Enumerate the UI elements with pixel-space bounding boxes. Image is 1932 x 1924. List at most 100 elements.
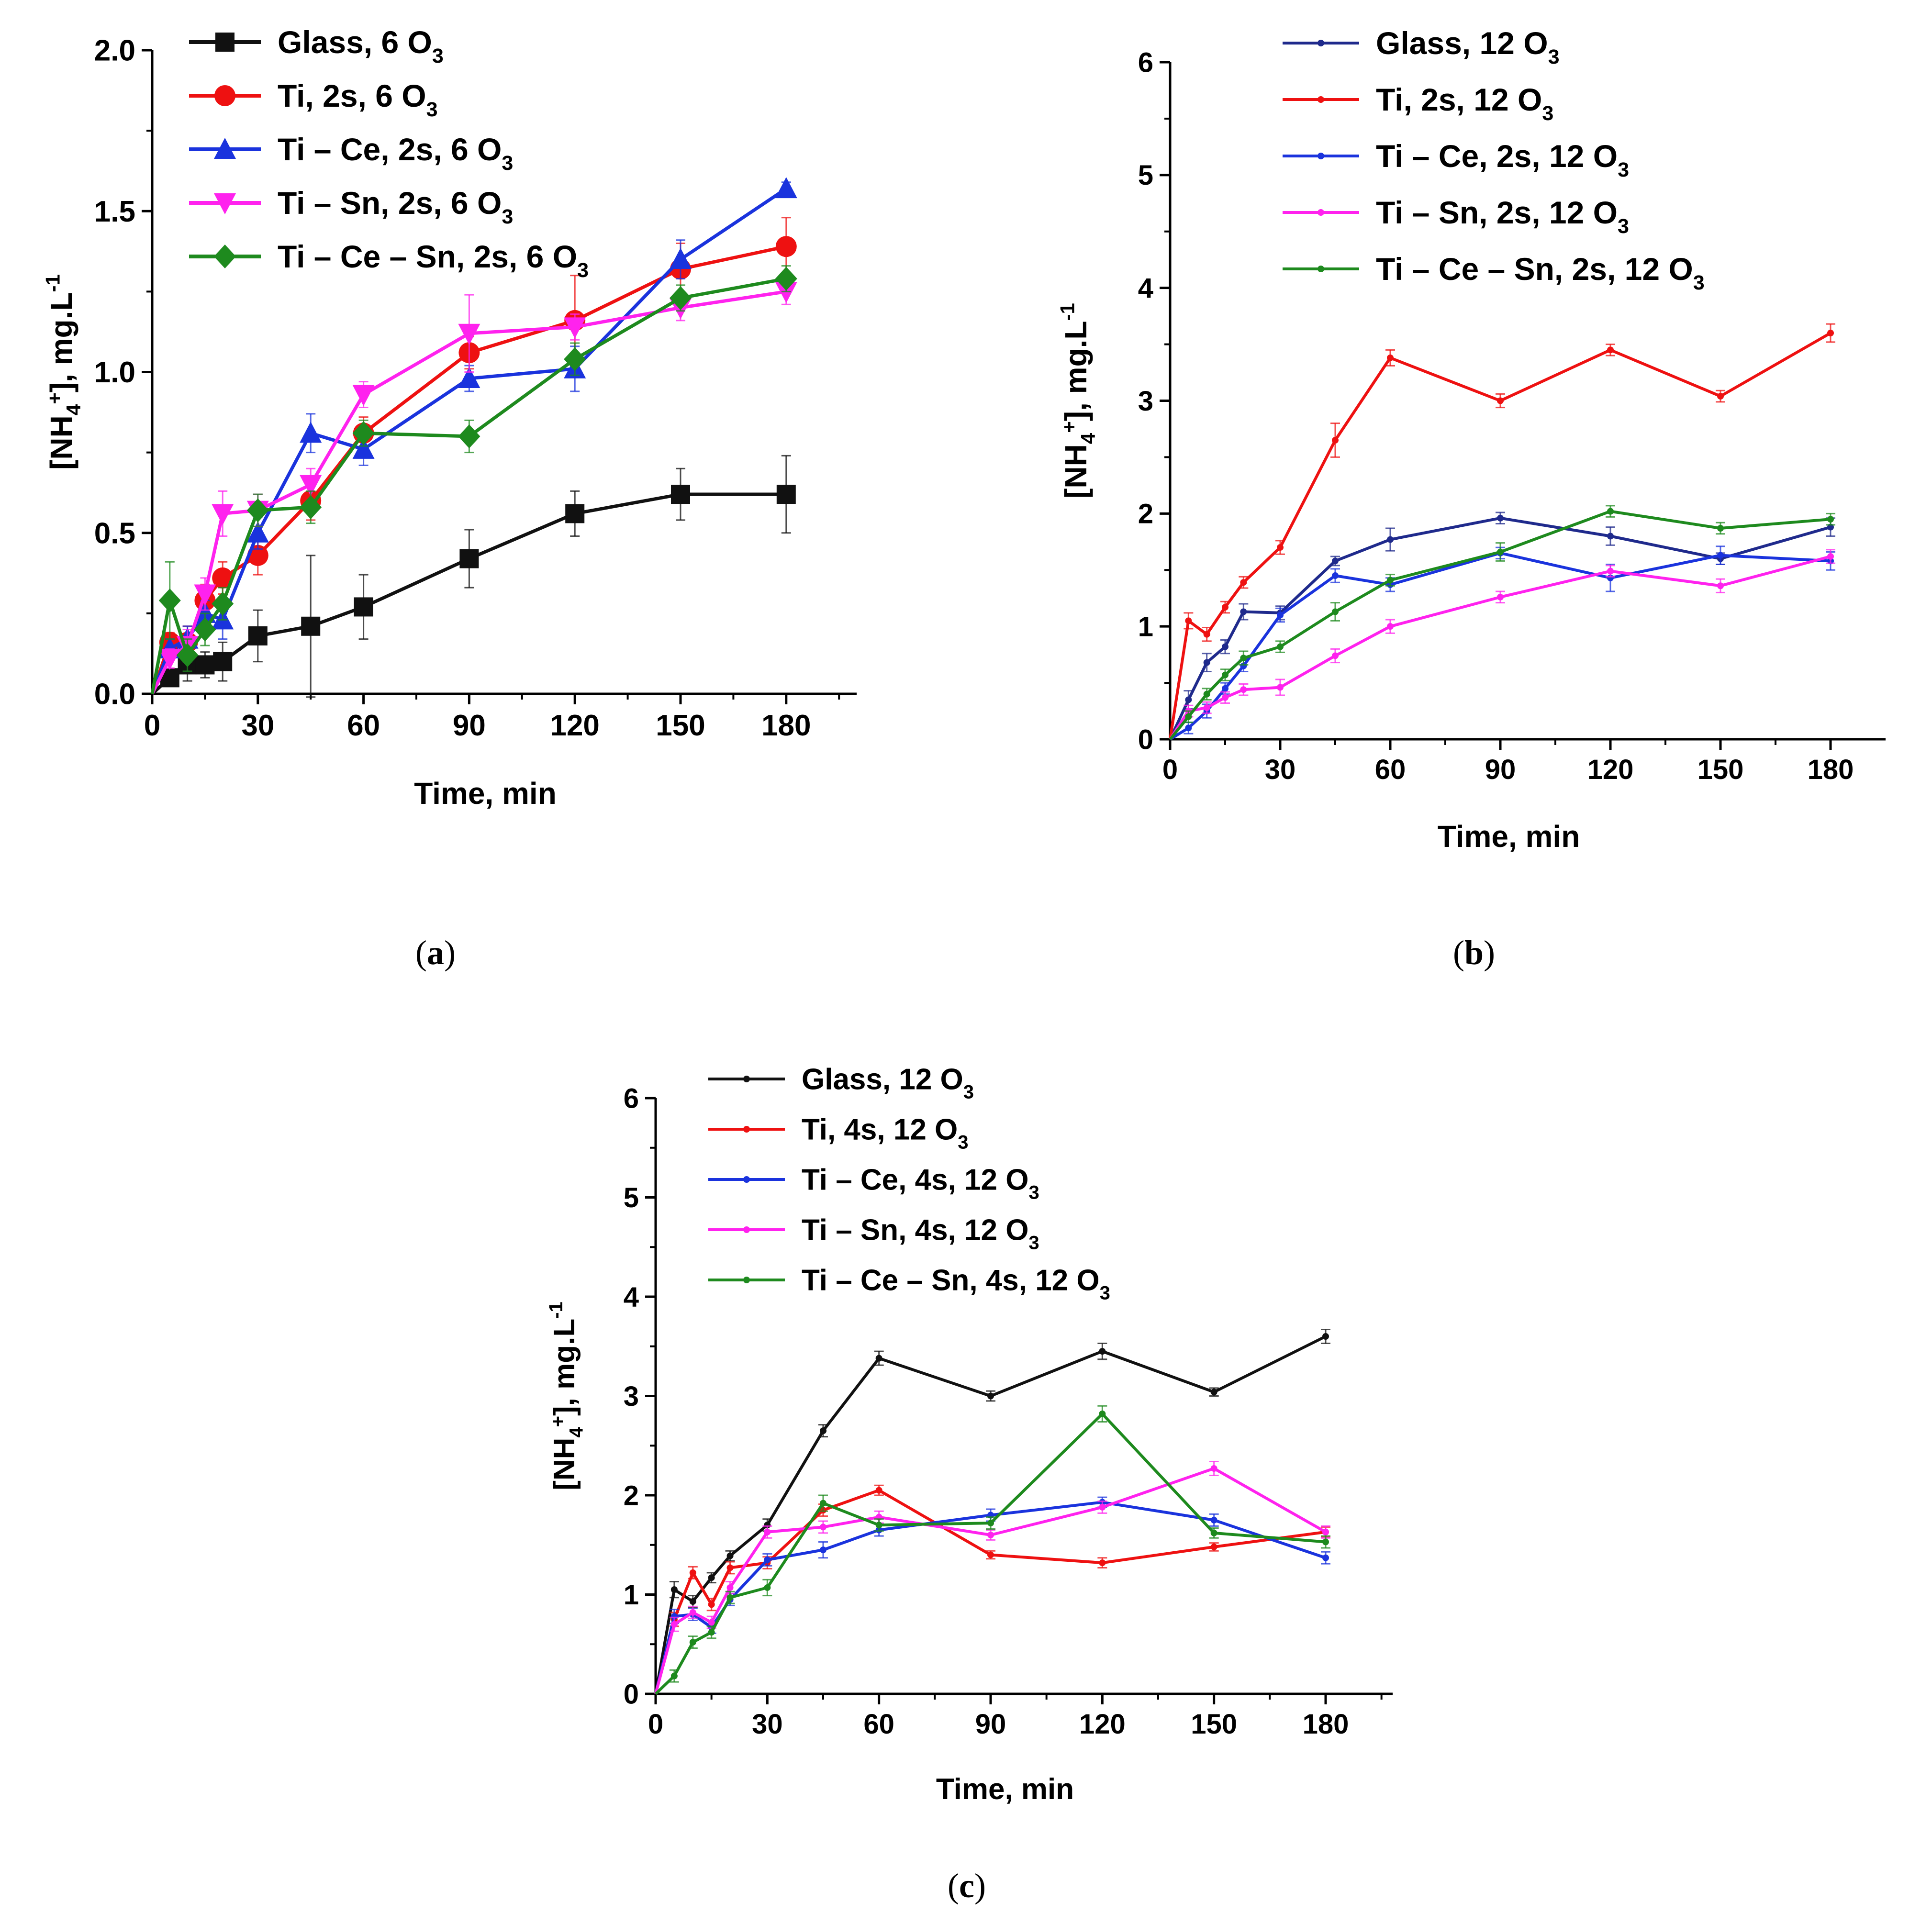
y-tick-label: 1.5 bbox=[94, 195, 135, 228]
data-point-marker bbox=[743, 1126, 750, 1133]
data-point-marker bbox=[194, 617, 216, 642]
data-point-marker bbox=[1203, 704, 1210, 711]
series-line bbox=[654, 1467, 1327, 1694]
y-tick-label: 4 bbox=[1138, 273, 1153, 304]
data-point-marker bbox=[1222, 643, 1228, 650]
data-point-marker bbox=[214, 138, 236, 159]
legend-label-sub: 3 bbox=[1618, 215, 1629, 238]
data-point-marker bbox=[300, 422, 322, 443]
data-point-marker bbox=[726, 1564, 734, 1571]
legend-item: Ti, 2s, 12 O3 bbox=[1283, 82, 1553, 125]
legend-label-sub: 3 bbox=[502, 205, 513, 228]
x-tick-label: 30 bbox=[241, 709, 274, 742]
legend-label-text: Glass, 12 O bbox=[802, 1063, 963, 1096]
data-point-marker bbox=[1332, 557, 1339, 565]
caption-open-paren: ( bbox=[1452, 934, 1464, 972]
data-series-5 bbox=[654, 1405, 1330, 1695]
legend-item: Ti – Ce – Sn, 2s, 12 O3 bbox=[1283, 251, 1705, 294]
data-series-3 bbox=[1169, 545, 1835, 741]
legend-label-sub: 3 bbox=[1542, 102, 1553, 125]
y-tick-label: 1.0 bbox=[94, 356, 135, 389]
data-series-5 bbox=[1169, 505, 1835, 740]
data-point-marker bbox=[1607, 533, 1614, 540]
y-title-part: [NH bbox=[1059, 444, 1093, 499]
y-title-sup: -1 bbox=[1056, 303, 1078, 321]
legend-item: Ti, 2s, 6 O3 bbox=[189, 78, 438, 121]
data-point-marker bbox=[1827, 516, 1834, 523]
caption-letter: c bbox=[959, 1867, 974, 1905]
x-axis-title: Time, min bbox=[1438, 819, 1580, 854]
data-point-marker bbox=[1203, 690, 1210, 698]
figure-caption-a: (a) bbox=[373, 933, 498, 973]
legend-label-text: Glass, 6 O bbox=[278, 24, 432, 60]
legend-item: Ti – Sn, 2s, 6 O3 bbox=[189, 185, 513, 228]
x-tick-label: 150 bbox=[1191, 1709, 1237, 1740]
legend-label-sub: 3 bbox=[963, 1081, 974, 1102]
data-point-marker bbox=[1318, 266, 1324, 272]
data-point-marker bbox=[1318, 153, 1324, 159]
data-point-marker bbox=[194, 601, 216, 623]
legend-label: Ti – Ce – Sn, 2s, 6 O3 bbox=[278, 239, 589, 282]
y-tick-label: 5 bbox=[624, 1182, 639, 1213]
data-point-marker bbox=[1210, 1516, 1217, 1524]
data-point-marker bbox=[1322, 1528, 1329, 1535]
legend-item: Ti – Ce, 2s, 6 O3 bbox=[189, 132, 513, 175]
data-point-marker bbox=[1099, 1410, 1106, 1417]
data-point-marker bbox=[987, 1392, 994, 1400]
legend-label-text: Ti, 4s, 12 O bbox=[802, 1113, 958, 1146]
data-series-4 bbox=[654, 1460, 1330, 1694]
x-axis-title: Time, min bbox=[936, 1773, 1074, 1806]
data-point-marker bbox=[726, 1594, 734, 1601]
legend-label: Ti – Sn, 2s, 12 O3 bbox=[1376, 195, 1629, 238]
data-point-marker bbox=[214, 193, 236, 214]
data-point-marker bbox=[194, 584, 216, 606]
data-point-marker bbox=[352, 421, 375, 445]
data-point-marker bbox=[459, 549, 479, 568]
data-point-marker bbox=[1099, 1503, 1106, 1511]
data-point-marker bbox=[670, 1621, 678, 1628]
series-line bbox=[654, 1412, 1326, 1695]
data-point-marker bbox=[213, 652, 233, 671]
data-point-marker bbox=[1387, 536, 1394, 543]
legend-label-text: Ti – Ce – Sn, 4s, 12 O bbox=[802, 1264, 1100, 1297]
x-tick-label: 150 bbox=[656, 709, 705, 742]
legend-item: Glass, 12 O3 bbox=[1283, 25, 1559, 68]
x-tick-label: 180 bbox=[1303, 1709, 1349, 1740]
data-point-marker bbox=[1497, 548, 1504, 556]
x-tick-label: 30 bbox=[1265, 754, 1296, 785]
caption-letter: b bbox=[1464, 934, 1484, 972]
legend-item: Glass, 12 O3 bbox=[708, 1063, 974, 1102]
caption-close-paren: ) bbox=[1484, 934, 1495, 972]
data-point-marker bbox=[212, 567, 234, 589]
caption-open-paren: ( bbox=[415, 934, 427, 972]
data-point-marker bbox=[1827, 330, 1834, 336]
data-point-marker bbox=[875, 1487, 882, 1494]
data-point-marker bbox=[1277, 544, 1284, 551]
data-point-marker bbox=[689, 1609, 696, 1616]
data-point-marker bbox=[743, 1277, 750, 1283]
data-point-marker bbox=[708, 1619, 715, 1626]
y-axis-title: [NH4+], mg.L-1 bbox=[41, 274, 85, 470]
legend-label-text: Ti – Sn, 2s, 6 O bbox=[278, 185, 502, 221]
x-tick-label: 150 bbox=[1697, 754, 1744, 785]
data-point-marker bbox=[1332, 608, 1339, 615]
data-series-1 bbox=[1169, 512, 1835, 740]
caption-close-paren: ) bbox=[444, 934, 456, 972]
legend-item: Ti – Ce, 2s, 12 O3 bbox=[1283, 138, 1629, 181]
data-point-marker bbox=[708, 1629, 715, 1636]
y-tick-label: 0 bbox=[1138, 724, 1153, 755]
data-point-marker bbox=[214, 85, 235, 106]
caption-close-paren: ) bbox=[974, 1867, 986, 1905]
legend-label-sub: 3 bbox=[1548, 45, 1560, 68]
data-point-marker bbox=[195, 655, 215, 675]
x-tick-label: 90 bbox=[975, 1709, 1006, 1740]
figure-caption-b: (b) bbox=[1412, 933, 1536, 973]
x-tick-label: 0 bbox=[1162, 754, 1178, 785]
legend-label-text: Ti – Sn, 4s, 12 O bbox=[802, 1214, 1028, 1247]
legend-item: Ti – Sn, 4s, 12 O3 bbox=[708, 1214, 1039, 1253]
y-title-part: ], mg.L bbox=[1059, 321, 1093, 421]
x-tick-label: 0 bbox=[144, 709, 160, 742]
data-series-3 bbox=[654, 1496, 1330, 1694]
legend-label-text: Ti – Ce, 2s, 6 O bbox=[278, 132, 502, 167]
y-axis-title: [NH4+], mg.L-1 bbox=[1056, 303, 1099, 499]
